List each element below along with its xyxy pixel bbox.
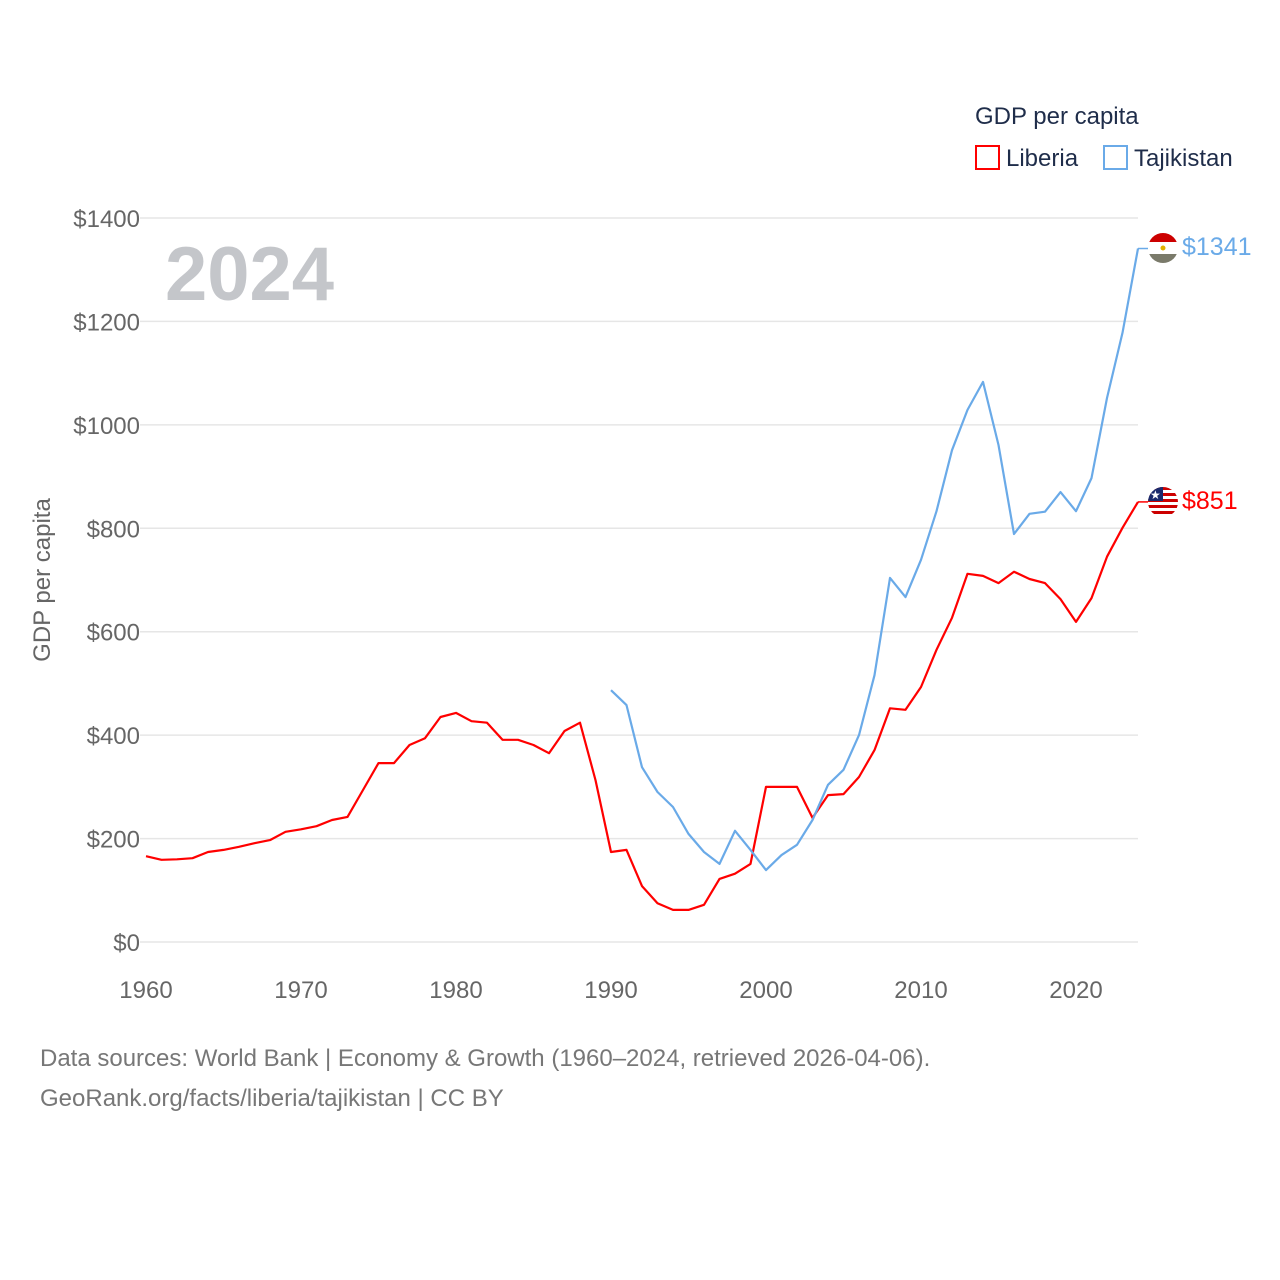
- legend-item-tajikistan[interactable]: Tajikistan: [1103, 145, 1233, 172]
- liberia-flag-icon: ★: [1148, 487, 1178, 517]
- x-tick-label: 1980: [429, 977, 482, 1004]
- svg-text:★: ★: [1150, 488, 1161, 502]
- legend-label-tajikistan: Tajikistan: [1134, 145, 1233, 172]
- x-tick-label: 2010: [894, 977, 947, 1004]
- series-line-tajikistan: [610, 248, 1140, 872]
- end-label-liberia: $851: [1182, 487, 1238, 515]
- end-label-tajikistan: $1341: [1182, 233, 1252, 261]
- x-tick-label: 1970: [274, 977, 327, 1004]
- y-tick-label: $1000: [73, 413, 140, 440]
- x-tick-label: 1990: [584, 977, 637, 1004]
- y-tick-label: $1400: [73, 206, 140, 233]
- y-tick-label: $1200: [73, 309, 140, 336]
- legend-swatch-tajikistan: [1103, 145, 1128, 170]
- footer-credit[interactable]: GeoRank.org/facts/liberia/tajikistan | C…: [40, 1085, 504, 1112]
- tajikistan-flag-icon: [1148, 233, 1178, 263]
- legend-label-liberia: Liberia: [1006, 145, 1079, 172]
- series-line-liberia: [145, 501, 1139, 912]
- legend-title: GDP per capita: [975, 103, 1139, 130]
- x-tick-label: 2020: [1049, 977, 1102, 1004]
- x-axis: 1960 1970 1980 1990 2000 2010 2020: [119, 977, 1102, 1004]
- y-axis-label: GDP per capita: [29, 498, 56, 662]
- y-axis: $0 $200 $400 $600 $800 $1000 $1200 $1400: [73, 206, 140, 957]
- legend-item-liberia[interactable]: Liberia: [975, 145, 1079, 172]
- year-watermark: 2024: [165, 232, 334, 317]
- y-tick-label: $800: [87, 516, 140, 543]
- y-tick-label: $200: [87, 827, 140, 854]
- y-tick-label: $400: [87, 723, 140, 750]
- x-tick-label: 1960: [119, 977, 172, 1004]
- y-tick-label: $0: [113, 930, 140, 957]
- legend-swatch-liberia: [975, 145, 1000, 170]
- x-tick-label: 2000: [739, 977, 792, 1004]
- grid-lines: [140, 217, 1138, 943]
- footer-sources: Data sources: World Bank | Economy & Gro…: [40, 1045, 931, 1072]
- y-tick-label: $600: [87, 620, 140, 647]
- series-lines: [145, 247, 1148, 912]
